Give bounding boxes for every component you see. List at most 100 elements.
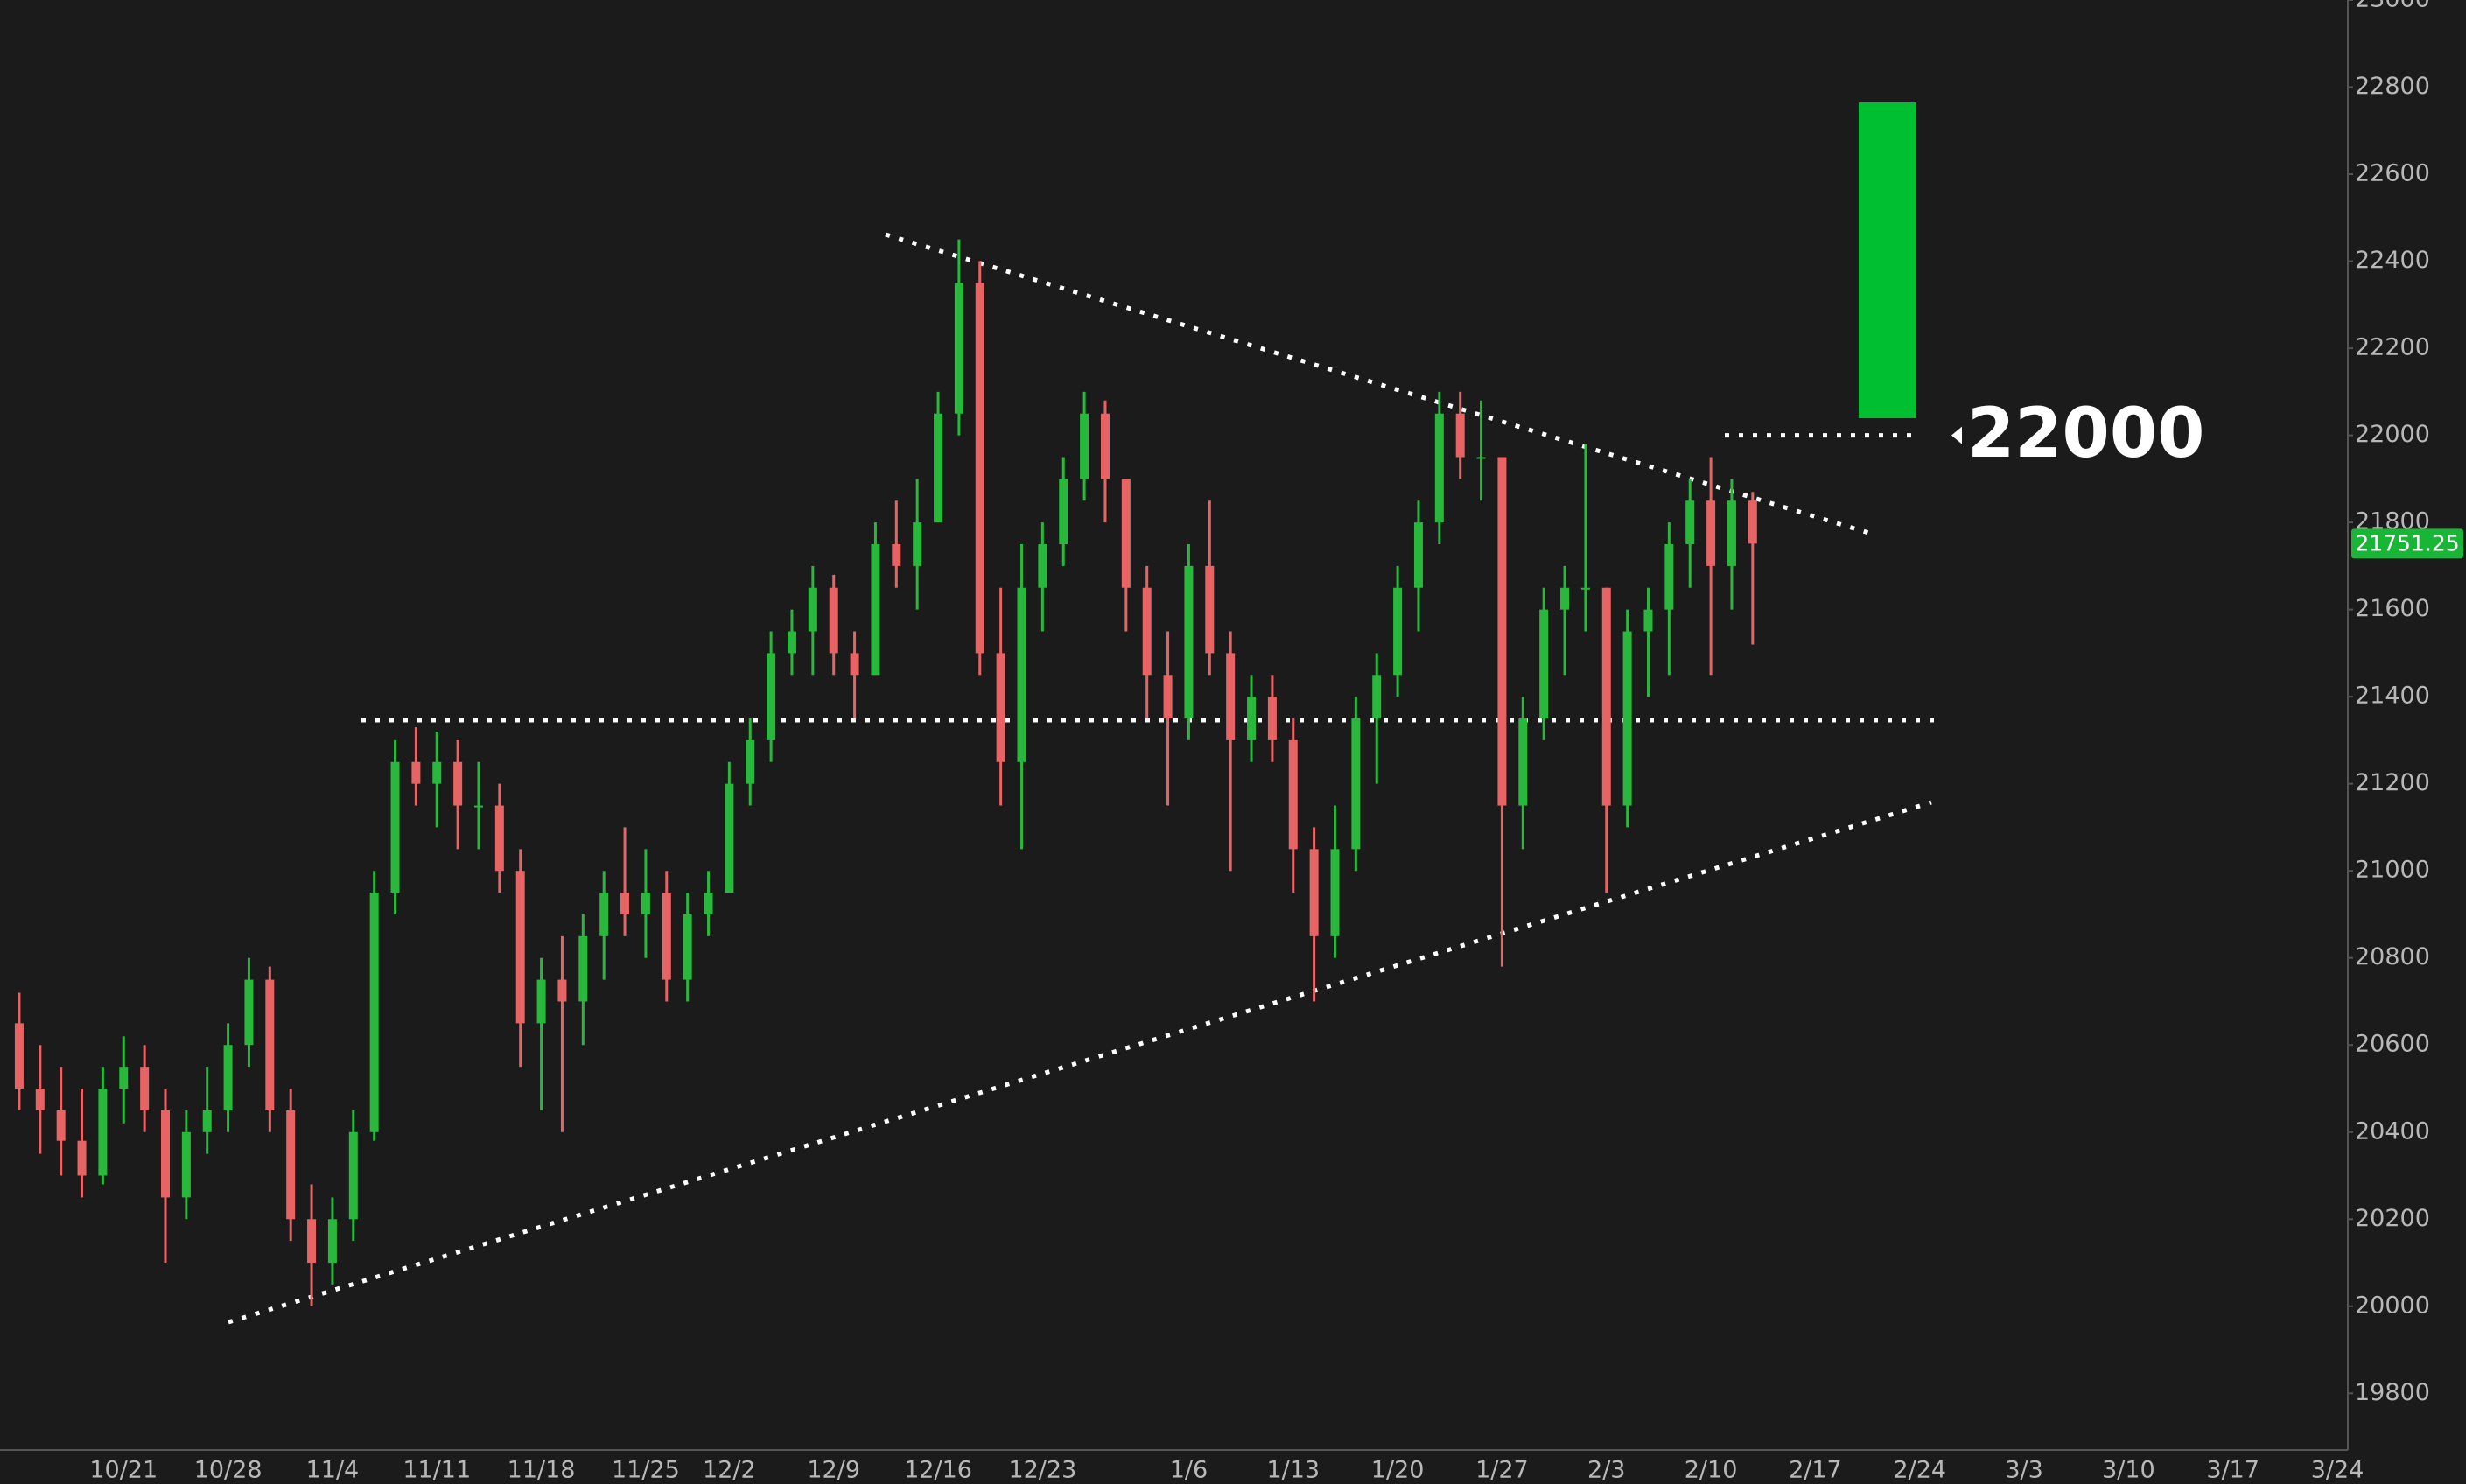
candle-body: [725, 783, 734, 893]
x-tick-label: 11/4: [306, 1457, 360, 1484]
candle-body: [1267, 696, 1277, 740]
candle-body: [599, 892, 609, 936]
y-tick-label: 22400: [2355, 247, 2430, 274]
candle-body: [411, 761, 421, 784]
x-tick-label: 12/16: [904, 1457, 972, 1484]
candle-body: [265, 979, 275, 1110]
candle-body: [1226, 653, 1236, 740]
candle-body: [202, 1110, 212, 1132]
x-tick-label: 2/3: [1587, 1457, 1625, 1484]
x-tick-label: 12/9: [807, 1457, 860, 1484]
candle-body: [432, 761, 442, 784]
resistance-trendline: [885, 232, 1875, 537]
y-tick-label: 20200: [2355, 1205, 2430, 1232]
x-tick-label: 10/28: [194, 1457, 263, 1484]
candle-body: [348, 1131, 358, 1220]
y-tick-label: 21000: [2355, 857, 2430, 884]
candle-body: [98, 1088, 108, 1176]
candle-body: [1330, 849, 1340, 936]
y-tick-label: 19800: [2355, 1379, 2430, 1406]
candle-body: [1163, 675, 1173, 719]
x-tick-label: 11/18: [508, 1457, 576, 1484]
x-tick-label: 3/17: [2206, 1457, 2259, 1484]
x-tick-label: 2/17: [1789, 1457, 1842, 1484]
candle-body: [369, 892, 379, 1132]
candle-body: [494, 805, 504, 872]
candle-body: [1393, 587, 1403, 676]
candle-body: [14, 1023, 24, 1088]
candle-body: [119, 1067, 129, 1088]
candle-body: [787, 631, 796, 654]
x-tick-label: 11/25: [612, 1457, 680, 1484]
support-trendline: [228, 800, 1932, 1325]
candle-body: [850, 653, 859, 676]
x-tick-label: 12/2: [703, 1457, 756, 1484]
candle-body: [327, 1219, 337, 1264]
candle-body: [1622, 631, 1632, 806]
candle-body: [244, 979, 254, 1046]
candle-body: [1539, 609, 1549, 719]
y-tick-label: 22200: [2355, 334, 2430, 361]
y-tick-label: 22600: [2355, 160, 2430, 187]
candle-body: [1100, 413, 1110, 480]
price-tag-label: 21751.25: [2355, 530, 2459, 556]
candle-body: [1706, 500, 1716, 566]
candle-body: [1309, 849, 1319, 936]
candle-body: [557, 979, 567, 1002]
y-tick-label: 20400: [2355, 1117, 2430, 1144]
y-tick-label: 21600: [2355, 595, 2430, 622]
candle-body: [1748, 500, 1757, 544]
candle-body: [1727, 500, 1736, 566]
candle-body: [1476, 457, 1486, 459]
x-tick-label: 11/11: [403, 1457, 471, 1484]
x-tick-label: 1/20: [1371, 1457, 1425, 1484]
candle-body: [35, 1088, 45, 1110]
x-tick-label: 2/24: [1893, 1457, 1946, 1484]
x-tick-label: 3/3: [2005, 1457, 2042, 1484]
candle-body: [56, 1110, 66, 1141]
candle-body: [1142, 587, 1152, 676]
x-tick-label: 1/13: [1266, 1457, 1320, 1484]
candle-body: [620, 892, 630, 914]
price-tag: [2351, 528, 2463, 559]
candle-body: [1038, 543, 1047, 588]
candle-body: [536, 979, 546, 1024]
target-box: [1859, 102, 1916, 418]
candle-body: [578, 935, 588, 1002]
candle-body: [1685, 500, 1695, 544]
candle-body: [641, 892, 650, 914]
target-arrow: [1951, 426, 1962, 444]
candle-body: [934, 413, 943, 523]
x-tick-label: 3/10: [2102, 1457, 2155, 1484]
x-tick-label: 1/27: [1475, 1457, 1529, 1484]
candle-body: [1080, 413, 1089, 480]
candle-body: [1643, 609, 1653, 632]
candle-body: [975, 283, 984, 654]
candle-body: [1205, 565, 1215, 654]
candle-body: [954, 283, 963, 414]
candle-body: [704, 892, 713, 914]
candle-body: [808, 587, 817, 632]
candle-body: [1560, 587, 1570, 610]
candle-body: [453, 761, 463, 806]
y-tick-label: 20800: [2355, 943, 2430, 970]
candle-body: [1351, 718, 1361, 850]
candle-body: [1372, 675, 1382, 719]
candle-body: [1580, 587, 1590, 590]
candle-body: [181, 1131, 191, 1198]
candle-body: [286, 1110, 296, 1220]
x-tick-label: 10/21: [89, 1457, 158, 1484]
candle-body: [515, 871, 525, 1024]
x-tick-label: 1/6: [1170, 1457, 1208, 1484]
candle-body: [1184, 565, 1194, 719]
candle-body: [140, 1067, 150, 1110]
candle-body: [223, 1045, 233, 1110]
candle-body: [767, 653, 776, 740]
candle-body: [1434, 413, 1444, 523]
candle-body: [1017, 587, 1026, 762]
candle-body: [1288, 739, 1298, 850]
candle-body: [1121, 479, 1131, 588]
candle-body: [1413, 522, 1423, 588]
